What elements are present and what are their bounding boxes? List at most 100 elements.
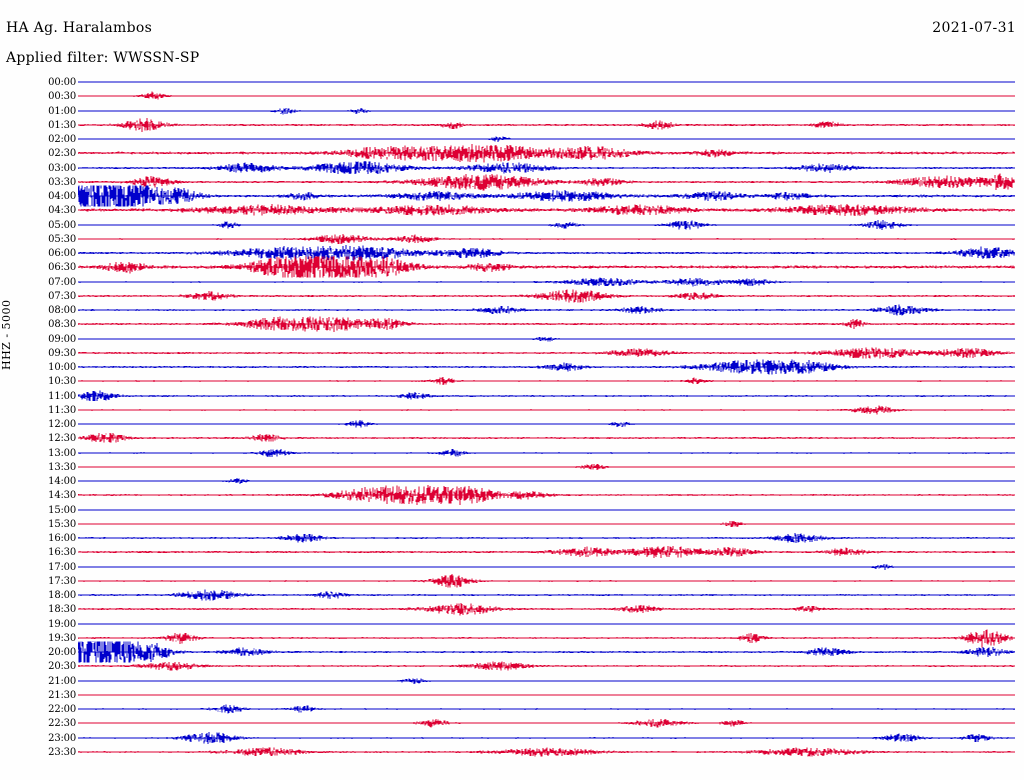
trace-row: 20:00: [0, 641, 1024, 663]
trace-time-label: 07:00: [48, 276, 76, 288]
trace-time-label: 17:00: [48, 561, 76, 573]
trace-waveform: [78, 289, 1015, 303]
trace-row: 15:00: [0, 504, 1024, 520]
trace-waveform: [78, 589, 1015, 601]
trace-time-label: 02:00: [48, 134, 76, 145]
trace-time-label: 13:30: [48, 461, 76, 473]
trace-row: 02:00: [0, 135, 1024, 149]
trace-row: 18:00: [0, 589, 1024, 605]
trace-time-label: 23:00: [48, 732, 76, 744]
trace-waveform: [78, 173, 1015, 191]
trace-time-label: 20:30: [48, 661, 76, 673]
trace-waveform: [78, 546, 1015, 559]
trace-waveform: [78, 677, 1015, 684]
trace-row: 07:00: [0, 276, 1024, 292]
trace-row: 17:00: [0, 561, 1024, 577]
trace-row: 08:00: [0, 304, 1024, 320]
trace-waveform: [78, 433, 1015, 443]
trace-time-label: 12:00: [48, 419, 76, 430]
trace-row: 14:00: [0, 477, 1024, 491]
trace-waveform: [78, 204, 1015, 217]
trace-time-label: 19:00: [48, 618, 76, 630]
trace-row: 21:30: [0, 689, 1024, 705]
trace-row: 23:30: [0, 746, 1024, 762]
trace-row: 15:30: [0, 519, 1024, 534]
trace-waveform: [78, 256, 1015, 278]
trace-waveform: [78, 277, 1015, 286]
trace-row: 22:00: [0, 705, 1024, 719]
trace-row: 10:00: [0, 359, 1024, 377]
trace-waveform: [78, 405, 1015, 415]
trace-row: 13:00: [0, 447, 1024, 463]
trace-row: 18:30: [0, 603, 1024, 619]
trace-row: 09:00: [0, 334, 1024, 349]
trace-waveform: [78, 661, 1015, 671]
trace-time-label: 05:30: [48, 233, 76, 245]
trace-row: 03:00: [0, 160, 1024, 178]
trace-row: 05:30: [0, 233, 1024, 249]
trace-waveform: [78, 719, 1015, 728]
trace-waveform: [78, 233, 1015, 244]
seismogram-plot-area: 00:00 00:30 01:00 01:30 02:00 02:30 03:00 03:30…: [0, 78, 1024, 774]
trace-row: 07:30: [0, 289, 1024, 306]
trace-waveform: [78, 420, 1015, 428]
trace-row: 12:30: [0, 433, 1024, 448]
trace-time-label: 06:30: [48, 262, 76, 274]
trace-waveform: [78, 136, 1015, 142]
trace-row: 08:30: [0, 316, 1024, 334]
trace-time-label: 02:30: [48, 148, 76, 160]
trace-waveform: [78, 245, 1015, 261]
trace-waveform: [78, 731, 1015, 744]
trace-row: 09:30: [0, 347, 1024, 363]
trace-time-label: 13:00: [48, 447, 76, 459]
trace-waveform: [78, 463, 1015, 470]
trace-row: 14:30: [0, 485, 1024, 506]
trace-time-label: 07:30: [48, 290, 76, 302]
trace-row: 19:30: [0, 629, 1024, 648]
trace-waveform: [78, 704, 1015, 714]
trace-row: 21:00: [0, 676, 1024, 691]
trace-time-label: 22:00: [48, 704, 76, 715]
trace-row: 16:30: [0, 546, 1024, 562]
trace-waveform: [78, 304, 1015, 316]
trace-time-label: 04:30: [48, 205, 76, 217]
trace-time-label: 03:30: [48, 176, 76, 188]
trace-row: 01:30: [0, 117, 1024, 135]
trace-time-label: 19:30: [48, 632, 76, 644]
trace-waveform: [78, 629, 1015, 648]
trace-row: 20:30: [0, 662, 1024, 676]
trace-waveform: [78, 448, 1015, 457]
trace-row: 06:00: [0, 245, 1024, 263]
trace-waveform: [78, 144, 1015, 163]
trace-time-label: 18:30: [48, 604, 76, 616]
trace-waveform: [78, 563, 1015, 570]
trace-waveform: [78, 219, 1015, 230]
trace-time-label: 17:30: [48, 575, 76, 587]
trace-waveform: [78, 117, 1015, 132]
trace-row: 10:30: [0, 377, 1024, 391]
trace-time-label: 01:30: [48, 119, 76, 131]
trace-time-label: 21:30: [48, 689, 76, 701]
trace-time-label: 15:00: [48, 504, 76, 516]
trace-row: 04:00: [0, 185, 1024, 207]
trace-row: 11:00: [0, 389, 1024, 406]
trace-waveform: [78, 377, 1015, 386]
trace-waveform: [78, 747, 1015, 757]
trace-waveform: [78, 603, 1015, 616]
trace-row: 04:30: [0, 204, 1024, 220]
trace-waveform: [78, 622, 1015, 625]
trace-time-label: 10:30: [48, 376, 76, 388]
trace-waveform: [78, 347, 1015, 359]
trace-time-label: 09:30: [48, 347, 76, 359]
trace-row: 00:00: [0, 78, 1024, 92]
trace-time-label: 14:30: [48, 490, 76, 502]
trace-time-label: 23:30: [48, 746, 76, 758]
trace-time-label: 01:00: [48, 105, 76, 117]
trace-time-label: 16:00: [48, 533, 76, 544]
trace-time-label: 04:00: [48, 191, 76, 202]
trace-waveform: [78, 359, 1015, 375]
trace-time-label: 20:00: [48, 647, 76, 658]
trace-row: 00:30: [0, 92, 1024, 106]
trace-time-label: 14:00: [48, 476, 76, 487]
